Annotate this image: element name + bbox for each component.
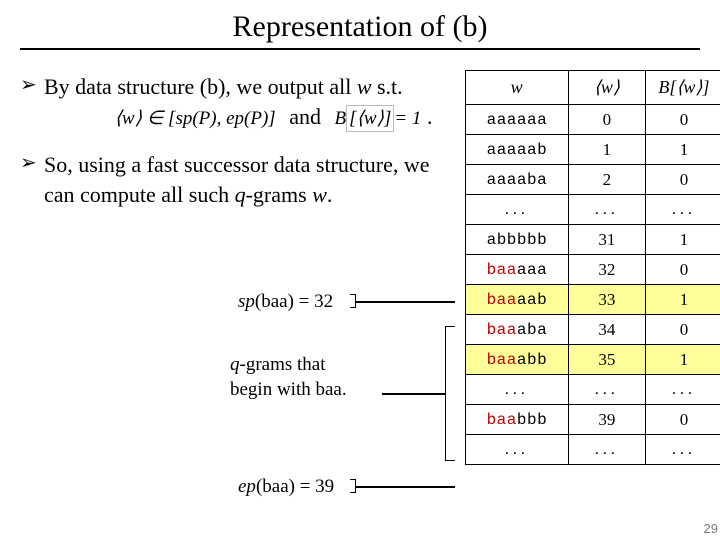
right-column: w ⟨w⟩ B[⟨w⟩] aaaaaa00 aaaaab11 aaaaba20 … bbox=[465, 70, 720, 465]
bullet-2: So, using a fast successor data structur… bbox=[20, 150, 450, 209]
table-row: abbbbb311 bbox=[466, 225, 720, 255]
b1-period: . bbox=[427, 104, 433, 129]
sp-annotation: sp(baa) = 32 bbox=[238, 291, 333, 313]
ep-pre: ep bbox=[238, 476, 256, 498]
sp-line bbox=[355, 301, 455, 303]
q-mid: -grams that bbox=[240, 354, 326, 375]
th-lex: ⟨w⟩ bbox=[568, 71, 645, 105]
table-row: aaaaba20 bbox=[466, 165, 720, 195]
table-row: aaaaaa00 bbox=[466, 105, 720, 135]
b2-end: . bbox=[327, 182, 333, 207]
b1-and: and bbox=[289, 104, 321, 129]
slide-title: Representation of (b) bbox=[20, 10, 700, 50]
table-row: baaabb351 bbox=[466, 345, 720, 375]
b1-text-pre: By data structure (b), we output all bbox=[44, 74, 357, 99]
q-pre: q bbox=[230, 354, 240, 375]
table-row: baaaba340 bbox=[466, 315, 720, 345]
sp-tick bbox=[350, 294, 356, 308]
data-table: w ⟨w⟩ B[⟨w⟩] aaaaaa00 aaaaab11 aaaaba20 … bbox=[465, 70, 720, 465]
ep-line bbox=[355, 486, 455, 488]
b2-mid: -grams bbox=[246, 182, 313, 207]
th-b: B[⟨w⟩] bbox=[645, 71, 720, 105]
qgrams-annotation: q-grams that begin with baa. bbox=[230, 353, 347, 402]
qgrams-line bbox=[382, 393, 445, 395]
b2-w: w bbox=[312, 182, 327, 207]
page-number: 29 bbox=[704, 521, 718, 536]
table-row: ......... bbox=[466, 435, 720, 465]
table-header-row: w ⟨w⟩ B[⟨w⟩] bbox=[466, 71, 720, 105]
left-column: By data structure (b), we output all w s… bbox=[20, 68, 450, 228]
table-row: baaaab331 bbox=[466, 285, 720, 315]
th-w: w bbox=[466, 71, 569, 105]
table-row: baabbb390 bbox=[466, 405, 720, 435]
table-row: ......... bbox=[466, 195, 720, 225]
q-line2: begin with baa. bbox=[230, 379, 347, 400]
table-row: aaaaab11 bbox=[466, 135, 720, 165]
sp-pre: sp bbox=[238, 291, 255, 313]
b1-formula-1: ⟨w⟩ ∈ [sp(P), ep(P)] bbox=[115, 108, 276, 129]
table-row: ......... bbox=[466, 375, 720, 405]
sp-arg: (baa) = 32 bbox=[255, 291, 333, 313]
qgrams-bracket bbox=[445, 326, 455, 461]
b2-q: q bbox=[235, 182, 246, 207]
b1-formula-2: B[⟨w⟩]= 1 bbox=[334, 108, 421, 129]
bullet-1: By data structure (b), we output all w s… bbox=[20, 72, 450, 132]
ep-arg: (baa) = 39 bbox=[256, 476, 334, 498]
b1-w: w bbox=[357, 74, 372, 99]
b1-text-post: s.t. bbox=[372, 74, 403, 99]
content-area: By data structure (b), we output all w s… bbox=[20, 68, 700, 228]
table-row: baaaaa320 bbox=[466, 255, 720, 285]
ep-annotation: ep(baa) = 39 bbox=[238, 476, 334, 498]
